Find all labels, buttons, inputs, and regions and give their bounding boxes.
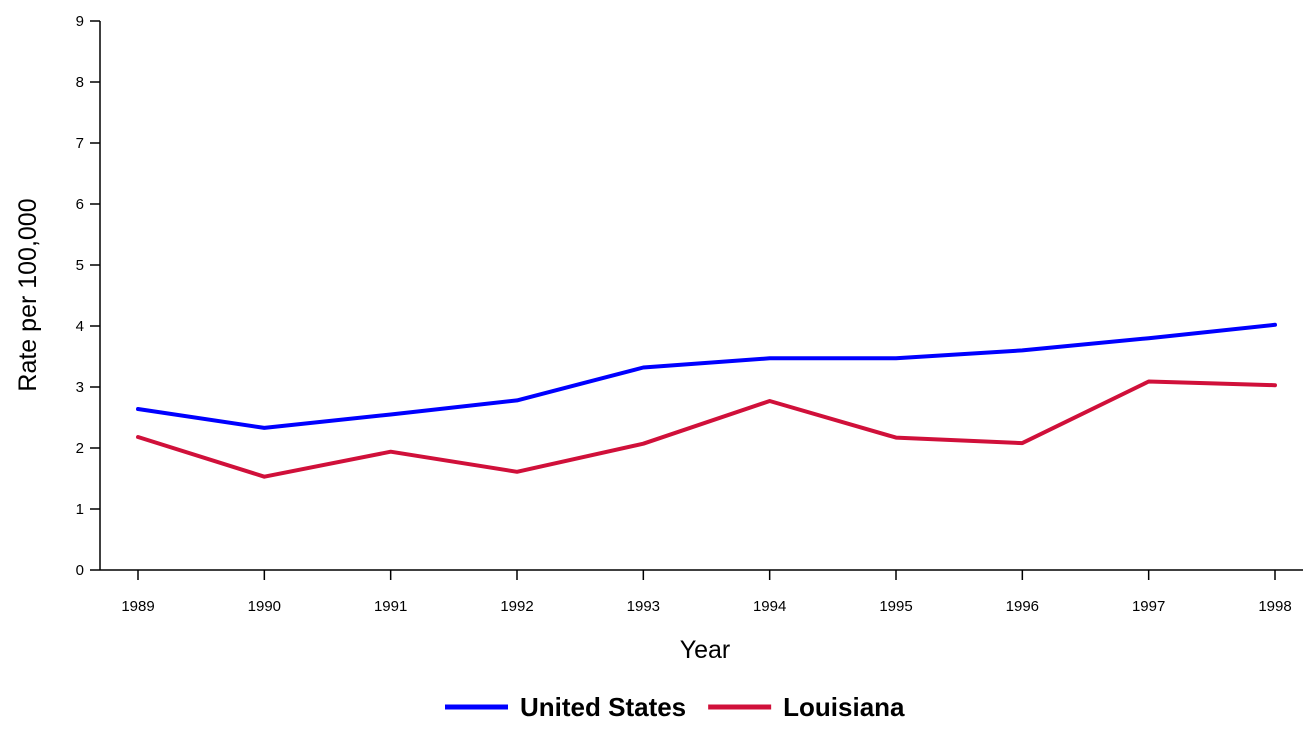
legend-label: United States: [520, 692, 686, 722]
y-tick-label: 0: [76, 562, 84, 579]
y-tick-label: 6: [76, 196, 84, 213]
x-tick-label: 1998: [1258, 598, 1291, 615]
y-tick-label: 7: [76, 135, 84, 152]
y-axis-title: Rate per 100,000: [14, 198, 42, 391]
series-layer: [136, 322, 1277, 479]
x-tick-label: 1996: [1006, 598, 1039, 615]
series-line-louisiana: [136, 379, 1277, 479]
x-tick-label: 1995: [879, 598, 912, 615]
series-line-united-states: [136, 322, 1277, 430]
legend: United States Louisiana: [445, 692, 905, 722]
x-axis-title: Year: [680, 636, 731, 664]
y-tick-label: 8: [76, 74, 84, 91]
x-tick-label: 1990: [248, 598, 281, 615]
x-tick-label: 1993: [627, 598, 660, 615]
x-axis: 1989 1990 1991 1992 1993 1994 1995 1996 1997 1998: [100, 569, 1303, 615]
legend-item-united-states: United States: [445, 692, 686, 722]
x-tick-label: 1989: [121, 598, 154, 615]
legend-item-louisiana: Louisiana: [708, 692, 905, 722]
x-tick-label: 1994: [753, 598, 786, 615]
y-tick-label: 5: [76, 257, 84, 274]
y-tick-label: 3: [76, 379, 84, 396]
x-tick-label: 1991: [374, 598, 407, 615]
y-tick-label: 1: [76, 501, 84, 518]
x-tick-label: 1992: [500, 598, 533, 615]
y-tick-label: 2: [76, 440, 84, 457]
legend-label: Louisiana: [783, 692, 905, 722]
x-tick-label: 1997: [1132, 598, 1165, 615]
y-axis: 0 1 2 3 4 5 6 7 8 9: [76, 13, 101, 579]
y-tick-label: 4: [76, 318, 84, 335]
y-tick-label: 9: [76, 13, 84, 30]
